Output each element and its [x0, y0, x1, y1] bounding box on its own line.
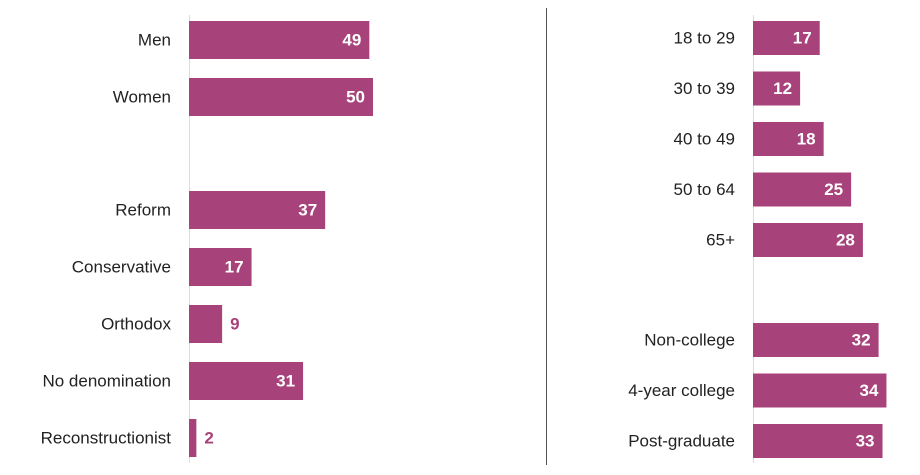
category-label-18-to-29: 18 to 29 — [674, 29, 735, 48]
bar-65 — [753, 223, 863, 257]
bar-men — [189, 21, 370, 59]
value-label-reform: 37 — [298, 201, 317, 220]
value-label-18-to-29: 17 — [793, 29, 812, 48]
value-label-post-graduate: 33 — [856, 432, 875, 451]
category-label-no-denomination: No denomination — [42, 372, 171, 391]
category-label-65: 65+ — [706, 231, 735, 250]
category-label-men: Men — [138, 31, 171, 50]
bar-orthodox — [189, 305, 223, 343]
category-label-reconstructionist: Reconstructionist — [41, 429, 172, 448]
category-label-50-to-64: 50 to 64 — [674, 180, 735, 199]
category-label-conservative: Conservative — [72, 258, 171, 277]
bar-40-to-49 — [753, 122, 824, 156]
bar-reconstructionist — [189, 419, 197, 457]
value-label-non-college: 32 — [852, 331, 871, 350]
category-label-non-college: Non-college — [644, 331, 735, 350]
category-label-women: Women — [113, 88, 171, 107]
value-label-30-to-39: 12 — [773, 79, 792, 98]
bar-30-to-39 — [753, 71, 801, 106]
value-label-65: 28 — [836, 231, 855, 250]
bar-post-graduate — [753, 424, 883, 458]
value-label-reconstructionist: 2 — [204, 429, 213, 448]
category-label-30-to-39: 30 to 39 — [674, 79, 735, 98]
bar-18-to-29 — [753, 21, 820, 55]
value-label-women: 50 — [346, 88, 365, 107]
value-label-4-year-college: 34 — [860, 381, 879, 400]
bar-50-to-64 — [753, 172, 852, 207]
bar-4-year-college — [753, 373, 887, 408]
bar-no-denomination — [189, 362, 304, 400]
category-label-orthodox: Orthodox — [101, 315, 171, 334]
category-label-reform: Reform — [115, 201, 171, 220]
bar-women — [189, 78, 373, 116]
value-label-conservative: 17 — [225, 258, 244, 277]
value-label-orthodox: 9 — [230, 315, 239, 334]
category-label-4-year-college: 4-year college — [628, 381, 735, 400]
category-label-post-graduate: Post-graduate — [628, 432, 735, 451]
value-label-men: 49 — [342, 31, 361, 50]
value-label-50-to-64: 25 — [824, 180, 843, 199]
value-label-40-to-49: 18 — [797, 130, 816, 149]
category-label-40-to-49: 40 to 49 — [674, 130, 735, 149]
value-label-no-denomination: 31 — [276, 372, 295, 391]
bar-reform — [189, 191, 326, 229]
bar-non-college — [753, 323, 879, 357]
bar-conservative — [189, 248, 252, 286]
